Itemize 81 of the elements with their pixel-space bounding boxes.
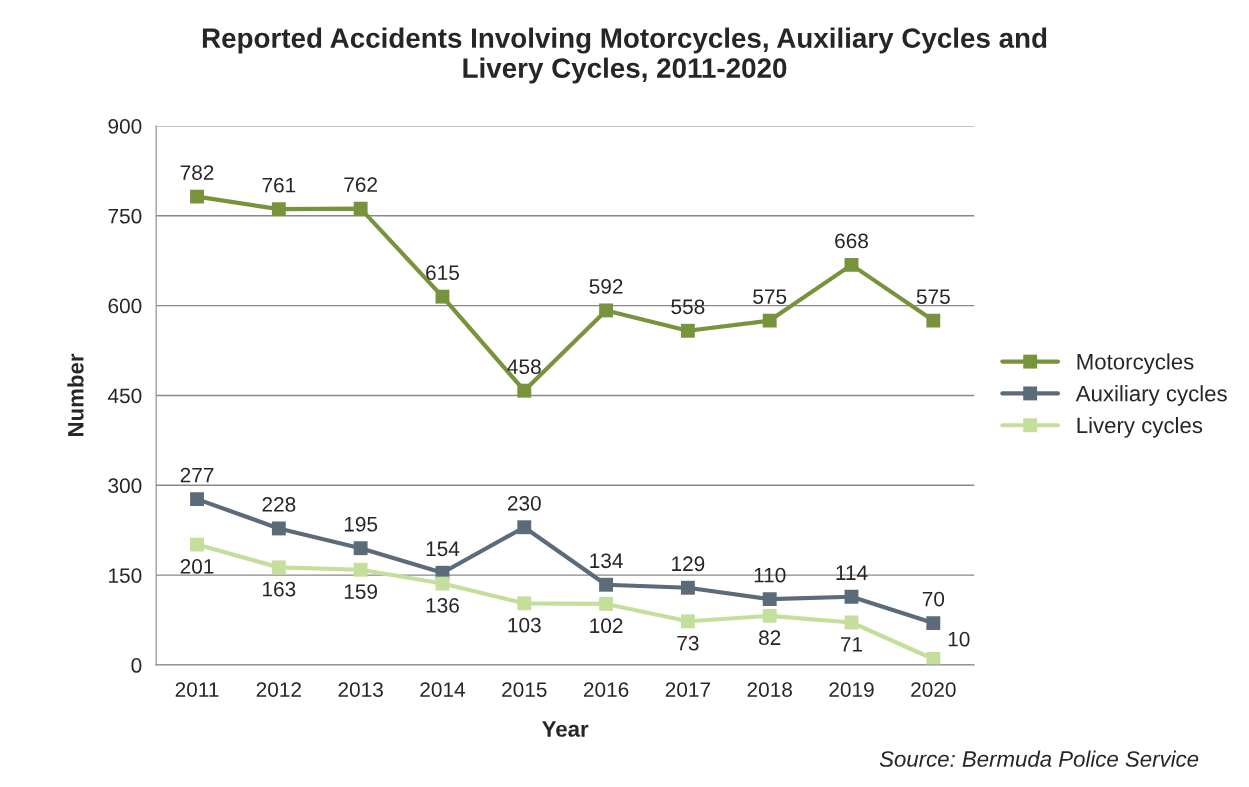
data-label: 163 [263,581,296,597]
x-tick-label: 2017 [665,682,711,697]
point [926,313,941,328]
legend-label: Livery cycles [1077,416,1203,438]
data-label: 230 [507,495,541,511]
data-label: 154 [426,541,460,557]
x-tick-label: 2018 [747,682,792,697]
point [353,562,368,577]
y-axis-title: Number [67,353,84,436]
point [762,313,777,328]
y-tick-label: 600 [108,298,142,314]
y-tick-label: 300 [108,478,142,494]
data-label: 762 [344,177,377,192]
point [271,521,286,536]
x-tick-label: 2014 [420,682,466,697]
point [190,537,204,552]
x-tick-label: 2019 [829,682,874,697]
y-tick-label: 150 [109,568,142,583]
data-label: 575 [916,289,950,304]
point [926,652,941,666]
data-label: 782 [180,165,214,180]
data-label: 277 [180,467,214,483]
point [599,577,614,592]
data-label: 458 [507,359,541,375]
point [517,596,532,611]
point [599,596,614,611]
source-note: Source: Bermuda Police Service [879,750,1199,767]
point [680,580,695,595]
data-label: 136 [426,597,459,613]
legend-label: Motorcycles [1077,353,1194,374]
x-tick-label: 2016 [583,682,629,697]
data-label: 575 [753,289,787,304]
point [190,189,204,204]
data-label: 558 [671,299,705,315]
point [271,202,286,217]
data-label: 71 [840,637,863,652]
data-label: 82 [759,630,781,646]
data-label: 110 [754,567,786,583]
data-label: 73 [677,635,699,651]
point [680,323,695,338]
point [271,560,286,575]
point [353,541,368,556]
point [844,589,859,604]
data-label: 592 [589,279,623,294]
data-label: 615 [426,265,459,281]
point [190,492,204,507]
x-tick-label: 2020 [911,682,956,697]
data-label: 103 [508,617,541,633]
data-label: 70 [922,591,945,607]
data-label: 668 [835,233,868,249]
x-tick-label: 2015 [502,682,547,697]
point [435,289,450,304]
point [680,614,695,629]
x-tick-label: 2013 [338,682,383,697]
y-tick-label: 900 [108,118,142,134]
data-label: 129 [672,556,705,572]
data-label: 134 [590,553,623,569]
data-label: 195 [344,516,378,532]
point [353,201,368,216]
x-axis-title: Year [542,721,589,737]
data-label: 10 [948,631,970,647]
point [599,303,614,318]
y-tick-label: 0 [131,658,142,673]
y-tick-label: 450 [107,388,142,404]
data-label: 761 [262,177,296,193]
point [844,257,859,272]
point [517,383,532,398]
data-label: 228 [262,497,296,512]
data-label: 102 [590,618,623,634]
point [762,592,777,607]
data-label: 201 [180,559,214,574]
x-tick-label: 2011 [175,682,219,697]
data-label: 159 [344,584,378,599]
point [517,520,532,535]
data-label: 114 [836,565,868,580]
legend-label: Auxiliary cycles [1075,385,1227,406]
y-tick-label: 750 [108,208,142,224]
point [762,608,777,623]
point [926,616,941,631]
x-tick-label: 2012 [256,682,301,697]
chart-title: Reported Accidents Involving Motorcycles, Auxiliary Cycles and Livery Cycles, 2011-2020 [202,27,1047,84]
